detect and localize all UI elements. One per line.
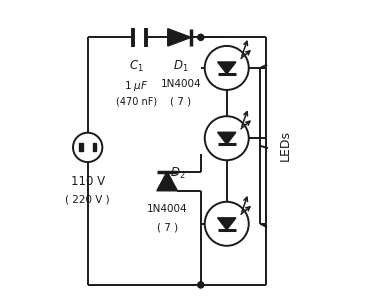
Polygon shape xyxy=(157,172,177,191)
Text: ( 220 V ): ( 220 V ) xyxy=(65,195,110,205)
FancyBboxPatch shape xyxy=(79,143,83,151)
Polygon shape xyxy=(218,132,236,144)
Polygon shape xyxy=(218,62,236,74)
Text: (470 nF): (470 nF) xyxy=(116,97,157,107)
Text: LEDs: LEDs xyxy=(278,130,291,161)
Text: $D_2$: $D_2$ xyxy=(170,166,186,181)
Text: $D_1$: $D_1$ xyxy=(173,59,188,74)
Text: ( 7 ): ( 7 ) xyxy=(170,97,191,107)
Text: 1N4004: 1N4004 xyxy=(160,79,201,89)
Circle shape xyxy=(198,282,204,288)
Text: 1N4004: 1N4004 xyxy=(147,204,187,214)
Polygon shape xyxy=(218,218,236,230)
Polygon shape xyxy=(168,29,191,46)
Text: $1\ \mu F$: $1\ \mu F$ xyxy=(124,79,149,93)
Circle shape xyxy=(198,34,204,41)
FancyBboxPatch shape xyxy=(93,143,96,151)
Text: $C_1$: $C_1$ xyxy=(129,59,144,74)
Text: ( 7 ): ( 7 ) xyxy=(157,222,178,232)
Text: 110 V: 110 V xyxy=(71,175,105,188)
